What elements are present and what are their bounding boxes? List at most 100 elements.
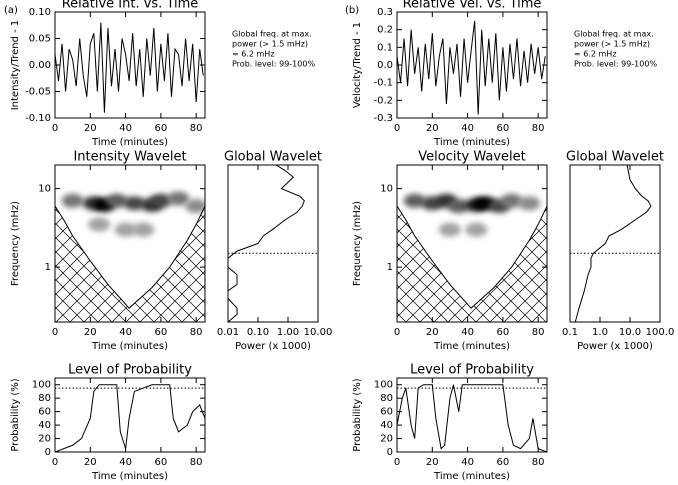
chart: Relative Vel. vs. Time Time (minutes) Velo…	[352, 0, 657, 148]
panel-label: (b)	[345, 5, 359, 16]
annotation: = 6.2 mHz	[232, 50, 275, 59]
x-tick-label: 0	[394, 457, 400, 468]
y-tick-label: 20	[38, 434, 51, 445]
chart-title: Global Wavelet	[566, 150, 664, 165]
x-tick-label: 0	[52, 457, 58, 468]
x-tick-label: 40	[119, 457, 132, 468]
wavelet-power	[438, 222, 461, 237]
x-tick-label: 60	[155, 123, 168, 134]
line	[55, 22, 204, 113]
annotation: Prob. level: 99-100%	[232, 60, 315, 69]
cone-of-influence-hatch	[397, 206, 547, 322]
y-tick-label: 80	[38, 393, 51, 404]
chart: Velocity Wavelet Time (minutes) Frequency …	[352, 150, 548, 352]
chart-title: Global Wavelet	[224, 150, 322, 165]
x-tick-label: 20	[84, 457, 97, 468]
annotation: Prob. level: 99-100%	[574, 60, 657, 69]
line	[228, 165, 305, 322]
y-tick-label: 1	[387, 262, 393, 273]
y-tick-label: -0.3	[373, 113, 393, 124]
chart: Relative Int. vs. Time Time (minutes) Inte…	[10, 0, 315, 148]
y-tick-label: 0	[45, 447, 51, 458]
x-axis-label: Time (minutes)	[91, 471, 168, 482]
wavelet-power	[403, 193, 426, 208]
plot-area	[55, 191, 205, 322]
y-tick-label: 10	[380, 184, 393, 195]
x-tick-label: 1.00	[277, 327, 299, 338]
cone-of-influence	[55, 205, 205, 309]
y-tick-label: -0.2	[373, 95, 393, 106]
annotation: power (> 1.5 mHz)	[574, 40, 650, 49]
plot-area	[397, 193, 547, 322]
y-tick-label: 40	[380, 420, 393, 431]
chart: Global Wavelet Power (x 1000) 0.01 0.10 1.00…	[217, 150, 332, 353]
x-tick-label: 60	[155, 327, 168, 338]
plot-area	[397, 384, 547, 452]
wavelet-power	[123, 196, 146, 211]
plot-frame	[54, 377, 206, 453]
x-axis-label: Power (x 1000)	[577, 341, 653, 352]
x-axis-label: Time (minutes)	[91, 341, 168, 352]
x-tick-label: 20	[426, 457, 439, 468]
wavelet-power	[105, 193, 128, 208]
x-tick-label: 40	[461, 457, 474, 468]
annotation: = 6.2 mHz	[574, 50, 617, 59]
plot-frame	[227, 164, 319, 323]
chart: Level of Probability Time (minutes) Probab…	[352, 363, 548, 482]
x-tick-label: 10.0	[619, 327, 641, 338]
chart-title: Level of Probability	[68, 363, 192, 378]
chart-title: Level of Probability	[410, 363, 534, 378]
y-axis-label: Probability (%)	[10, 378, 21, 451]
x-tick-label: 80	[190, 457, 203, 468]
wavelet-power	[167, 191, 190, 206]
y-tick-label: -0.10	[25, 113, 51, 124]
x-tick-label: 80	[532, 457, 545, 468]
chart: Intensity Wavelet Time (minutes) Frequency…	[10, 150, 206, 352]
chart-title: Velocity Wavelet	[418, 150, 526, 165]
x-tick-label: 1.0	[592, 327, 608, 338]
wavelet-power	[500, 193, 523, 208]
y-tick-label: 0.05	[29, 34, 51, 45]
line	[397, 384, 547, 452]
y-tick-label: 20	[380, 434, 393, 445]
line	[574, 165, 652, 322]
y-axis-label: Frequency (mHz)	[352, 201, 363, 286]
y-axis-label: Probability (%)	[352, 378, 363, 451]
wavelet-power	[149, 193, 172, 208]
x-axis-label: Time (minutes)	[433, 471, 510, 482]
wavelet-power	[88, 217, 111, 232]
wavelet-power	[132, 222, 155, 237]
x-tick-label: 0.01	[217, 327, 239, 338]
plot-frame	[396, 377, 548, 453]
y-tick-label: 0.3	[377, 7, 393, 18]
plot-area	[55, 384, 205, 452]
y-tick-label: 80	[380, 393, 393, 404]
x-tick-label: 80	[532, 327, 545, 338]
plot-area	[570, 165, 660, 322]
wavelet-power	[518, 196, 541, 211]
y-tick-label: 0.2	[377, 25, 393, 36]
x-axis-label: Time (minutes)	[91, 137, 168, 148]
x-tick-label: 60	[155, 457, 168, 468]
y-axis-label: Velocity/Trend - 1	[352, 22, 363, 108]
wavelet-power	[185, 199, 205, 214]
y-tick-label: -0.05	[25, 87, 51, 98]
y-tick-label: 0.10	[29, 7, 51, 18]
chart: Global Wavelet Power (x 1000) 0.1 1.0 10.0 10…	[562, 150, 674, 353]
x-tick-label: 80	[532, 123, 545, 134]
x-tick-label: 10.00	[304, 327, 333, 338]
x-tick-label: 0.1	[562, 327, 578, 338]
x-tick-label: 40	[461, 123, 474, 134]
x-tick-label: 0.10	[247, 327, 269, 338]
plot-area	[228, 165, 318, 322]
chart-title: Relative Vel. vs. Time	[403, 0, 542, 12]
x-tick-label: 20	[84, 327, 97, 338]
x-tick-label: 0	[394, 327, 400, 338]
x-tick-label: 80	[190, 327, 203, 338]
plot-frame	[54, 164, 206, 323]
y-tick-label: 1	[45, 262, 51, 273]
cone-of-influence-hatch	[55, 206, 205, 322]
plot-area	[55, 22, 204, 113]
y-tick-label: 40	[38, 420, 51, 431]
x-tick-label: 20	[84, 123, 97, 134]
